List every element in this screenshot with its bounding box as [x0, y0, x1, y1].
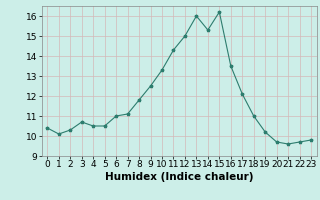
X-axis label: Humidex (Indice chaleur): Humidex (Indice chaleur): [105, 172, 253, 182]
